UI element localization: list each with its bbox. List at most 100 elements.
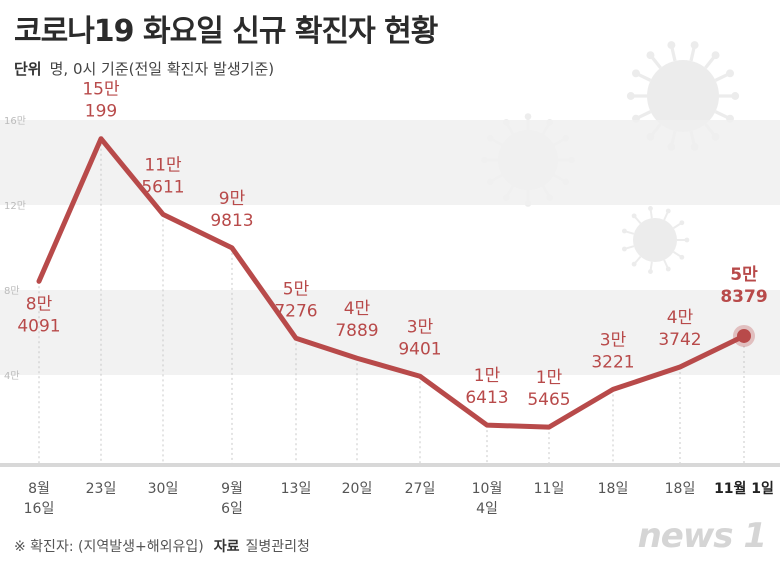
last-point-marker [737, 328, 751, 343]
x-tick-line: 8월 [28, 481, 50, 497]
x-tick-label: 11일 [534, 481, 565, 497]
virus-spike-tip [631, 261, 637, 267]
x-tick-line: 30일 [148, 481, 179, 497]
x-tick-label: 20일 [342, 481, 373, 497]
footnote: ※ 확진자: (지역발생+해외유입) 자료 질병관리청 [14, 536, 310, 556]
chart-bands [0, 120, 780, 375]
virus-spike-tip [631, 213, 637, 219]
data-label-line: 9401 [398, 339, 441, 359]
unit-text: 명, 0시 기준(전일 확진자 발생기준) [49, 60, 275, 78]
virus-spike-tip [648, 269, 653, 274]
y-tick-label: 8만 [4, 285, 20, 297]
grid-band [0, 120, 780, 205]
virus-spike-tip [646, 51, 655, 60]
x-tick-line: 13일 [281, 481, 312, 497]
data-label-line: 15만 [82, 80, 120, 100]
y-tick-label: 16만 [4, 115, 26, 127]
virus-spike-tip [711, 51, 720, 60]
virus-spike-tip [667, 41, 676, 50]
series-line [36, 136, 755, 430]
x-tick-label: 30일 [148, 481, 179, 497]
virus-spike-tip [632, 69, 640, 78]
data-label-line: 3742 [658, 330, 701, 350]
data-label-line: 4091 [17, 316, 60, 336]
series-path [36, 136, 747, 430]
x-tick-label: 23일 [86, 481, 117, 497]
y-tick-label: 4만 [4, 370, 20, 382]
virus-spike-tip [679, 220, 685, 226]
virus-spike-tip [621, 246, 627, 252]
y-tick-label: 12만 [4, 200, 26, 212]
x-tick-line: 10월 [472, 481, 503, 497]
data-label-line: 1만 [474, 366, 501, 386]
x-tick-line: 20일 [342, 481, 373, 497]
x-tick-line: 6일 [221, 501, 243, 517]
x-tick-label: 27일 [405, 481, 436, 497]
x-tick-label: 11월 1일 [714, 480, 774, 497]
source-label: 자료 [213, 539, 240, 555]
virus-spike-tip [684, 237, 690, 243]
data-label-line: 11만 [144, 155, 182, 175]
data-label-line: 7889 [335, 321, 378, 341]
unit-label: 단위 [14, 60, 42, 78]
virus-spike-tip [665, 266, 671, 272]
x-tick-line: 9월 [221, 481, 243, 497]
virus-spike-tip [726, 69, 734, 78]
virus-spike-tip [648, 206, 653, 211]
data-label-line: 5465 [527, 390, 570, 410]
data-label-line: 6413 [465, 388, 508, 408]
drop-lines [0, 138, 780, 467]
data-label-line: 3만 [407, 317, 434, 337]
y-axis: 16만 12만 8만 4만 [4, 115, 26, 382]
data-label-line: 8만 [26, 294, 53, 314]
data-label-line: 4만 [344, 299, 371, 319]
virus-body [633, 218, 677, 262]
chart-title: 코로나19 화요일 신규 확진자 현황 [14, 14, 438, 49]
x-tick-label: 18일 [598, 481, 629, 497]
data-label-line: 4만 [667, 308, 694, 328]
data-label-line: 1만 [536, 368, 563, 388]
virus-spike-tip [621, 228, 627, 234]
x-tick-line: 11월 1일 [714, 480, 774, 497]
x-tick-line: 11일 [534, 481, 565, 497]
data-label-line: 9813 [210, 211, 253, 231]
x-tick-line: 23일 [86, 481, 117, 497]
data-label-line: 3만 [600, 330, 627, 350]
x-tick-line: 16일 [24, 501, 55, 517]
x-tick-line: 4일 [476, 501, 498, 517]
virus-spike-tip [626, 92, 635, 100]
footnote-text: ※ 확진자: (지역발생+해외유입) [14, 539, 204, 555]
grid-band [0, 290, 780, 375]
data-label-line: 3221 [591, 352, 634, 372]
data-label-line: 8379 [720, 287, 767, 307]
virus-spike-tip [690, 41, 699, 50]
x-tick-label: 13일 [281, 481, 312, 497]
x-tick-label: 18일 [665, 481, 696, 497]
data-label-line: 199 [85, 102, 117, 122]
source-text: 질병관리청 [245, 539, 310, 555]
virus-body [647, 60, 719, 132]
data-label-line: 9만 [219, 189, 246, 209]
virus-spike-tip [524, 113, 532, 120]
virus-spike-tip [679, 254, 685, 260]
virus-spike-tip [731, 92, 740, 100]
data-label-line: 7276 [274, 301, 317, 321]
news1-logo: news 1 [637, 516, 767, 556]
